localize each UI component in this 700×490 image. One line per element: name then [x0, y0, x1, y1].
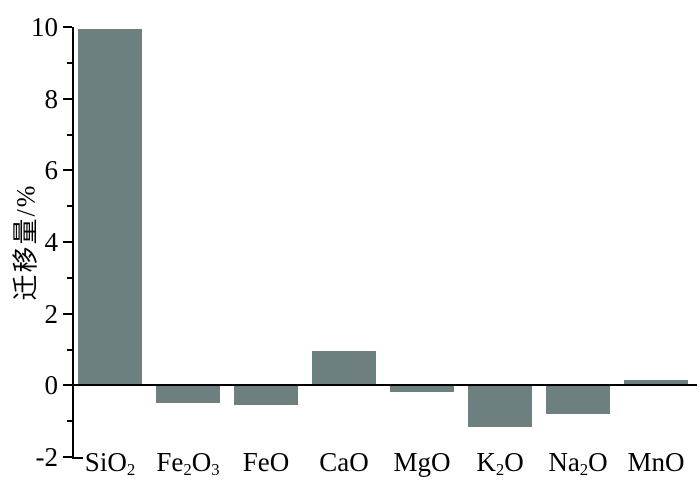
y-axis-line — [72, 27, 74, 459]
x-category-label: Fe2O3 — [156, 447, 220, 480]
y-major-tick — [63, 241, 72, 243]
bar-k2o — [468, 385, 532, 427]
y-major-tick — [63, 384, 72, 387]
y-major-tick — [63, 312, 72, 315]
y-minor-tick — [67, 61, 72, 64]
y-tick-label: 8 — [44, 83, 59, 114]
bar-fe2o3 — [156, 385, 220, 404]
bar-mno — [624, 379, 688, 386]
x-category-label: Na2O — [548, 447, 608, 480]
y-minor-tick — [67, 133, 72, 136]
x-category-label: MnO — [627, 447, 685, 477]
y-minor-tick — [67, 205, 72, 208]
y-tick-label: 0 — [44, 370, 59, 401]
y-minor-tick — [67, 276, 72, 279]
zero-baseline — [72, 384, 697, 387]
y-minor-tick — [67, 420, 72, 423]
y-tick-label: 6 — [44, 155, 59, 186]
y-tick-label: -2 — [35, 442, 59, 472]
bar-sio2 — [78, 28, 142, 386]
x-category-label: CaO — [319, 447, 369, 477]
y-major-tick — [63, 97, 72, 100]
y-major-tick — [63, 456, 72, 458]
y-tick-label: 10 — [31, 12, 58, 42]
x-category-label: K2O — [476, 447, 524, 480]
bar-cao — [312, 351, 376, 386]
bar-feo — [234, 385, 298, 406]
y-tick-label: 2 — [44, 298, 59, 329]
x-category-label: FeO — [242, 447, 290, 477]
y-major-tick — [63, 169, 72, 172]
bar-mgo — [390, 385, 454, 393]
y-tick-label: 4 — [44, 227, 59, 257]
x-category-label: SiO2 — [84, 447, 136, 480]
x-axis-corner-stub — [72, 457, 83, 459]
bar-na2o — [546, 385, 610, 414]
x-category-label: MgO — [393, 447, 451, 477]
y-major-tick — [63, 26, 72, 28]
y-minor-tick — [67, 348, 72, 351]
